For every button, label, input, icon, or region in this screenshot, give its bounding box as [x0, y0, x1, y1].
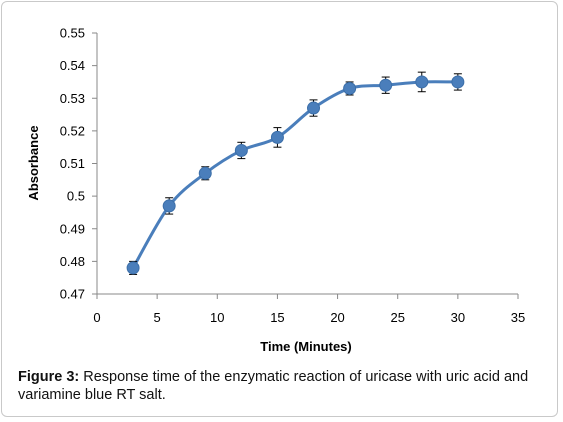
- y-axis-label: Absorbance: [26, 125, 41, 200]
- x-tick-label: 10: [210, 310, 224, 325]
- chart-axes: [92, 32, 519, 299]
- x-axis-label: Time (Minutes): [260, 339, 352, 354]
- y-tick-label: 0.48: [60, 254, 85, 269]
- x-tick-label: 5: [154, 310, 161, 325]
- x-tick-label: 15: [270, 310, 284, 325]
- y-tick-label: 0.55: [60, 26, 85, 41]
- data-point: [415, 75, 429, 89]
- y-tick-label: 0.49: [60, 221, 85, 236]
- data-point: [451, 75, 465, 89]
- data-point: [162, 199, 176, 213]
- absorbance-chart: 0.47 0.48 0.49 0.5 0.51 0.52 0.53 0.54 0.55 0 5 10…: [26, 26, 525, 355]
- y-tick-label: 0.51: [60, 156, 85, 171]
- x-tick-label: 0: [93, 310, 100, 325]
- y-tick-label: 0.5: [67, 189, 85, 204]
- data-point: [379, 78, 393, 92]
- y-tick-label: 0.54: [60, 58, 85, 73]
- x-tick-label: 20: [330, 310, 344, 325]
- figure-frame: [1, 1, 558, 417]
- data-point: [198, 166, 212, 180]
- y-tick-labels: 0.47 0.48 0.49 0.5 0.51 0.52 0.53 0.54 0.55: [60, 26, 85, 302]
- y-tick-label: 0.52: [60, 123, 85, 138]
- x-tick-label: 30: [451, 310, 465, 325]
- data-points: [126, 75, 465, 275]
- caption-label: Figure 3:: [18, 369, 80, 385]
- data-point: [126, 261, 140, 275]
- data-point: [307, 101, 321, 115]
- x-tick-label: 35: [511, 310, 525, 325]
- data-point: [343, 81, 357, 95]
- x-tick-label: 25: [390, 310, 404, 325]
- y-tick-label: 0.47: [60, 287, 85, 302]
- data-point: [270, 130, 284, 144]
- data-point: [234, 143, 248, 157]
- caption-text: Response time of the enzymatic reaction …: [18, 369, 529, 403]
- series-line: [131, 80, 458, 269]
- figure-caption: Figure 3: Response time of the enzymatic…: [18, 368, 548, 404]
- y-tick-label: 0.53: [60, 91, 85, 106]
- error-bars: [129, 71, 462, 275]
- x-tick-labels: 0 5 10 15 20 25 30 35: [93, 310, 525, 325]
